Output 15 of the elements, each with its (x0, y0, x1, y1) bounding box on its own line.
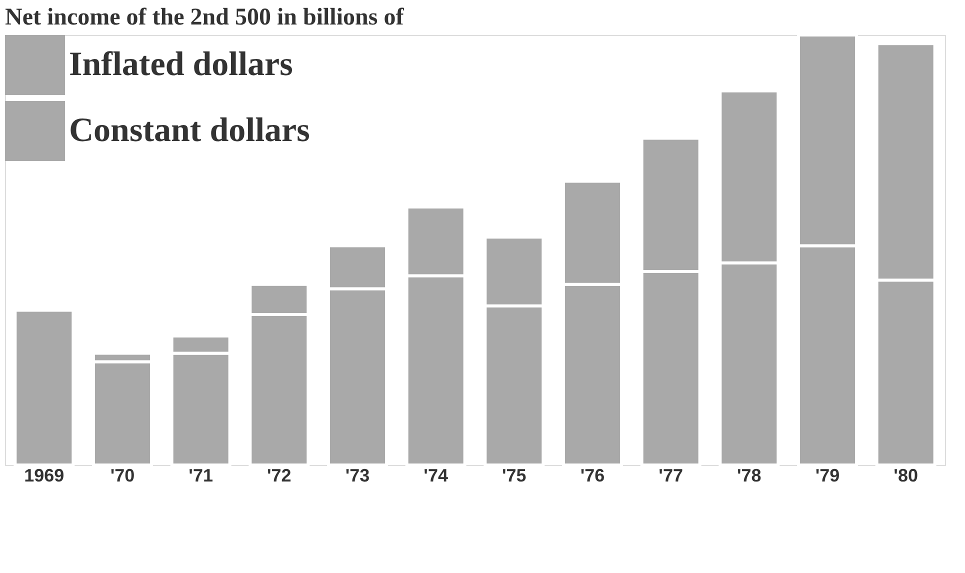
x-tick-label: '76 (580, 466, 605, 486)
x-tick-label: '78 (737, 466, 762, 486)
legend-label: Constant dollars (69, 112, 310, 149)
legend-label: Inflated dollars (69, 46, 293, 83)
x-tick-label: '77 (658, 466, 683, 486)
x-tick-label: '80 (894, 466, 918, 486)
x-tick-label: '75 (502, 466, 526, 486)
x-tick-label: '73 (345, 466, 370, 486)
x-tick-label: 1969 (24, 466, 64, 486)
chart-title: Net income of the 2nd 500 in billions of (5, 4, 405, 30)
x-tick-label: '70 (110, 466, 135, 486)
x-tick-label: '71 (188, 466, 213, 486)
x-tick-label: '74 (424, 466, 448, 486)
x-tick-label: '72 (267, 466, 292, 486)
x-tick-label: '79 (815, 466, 840, 486)
